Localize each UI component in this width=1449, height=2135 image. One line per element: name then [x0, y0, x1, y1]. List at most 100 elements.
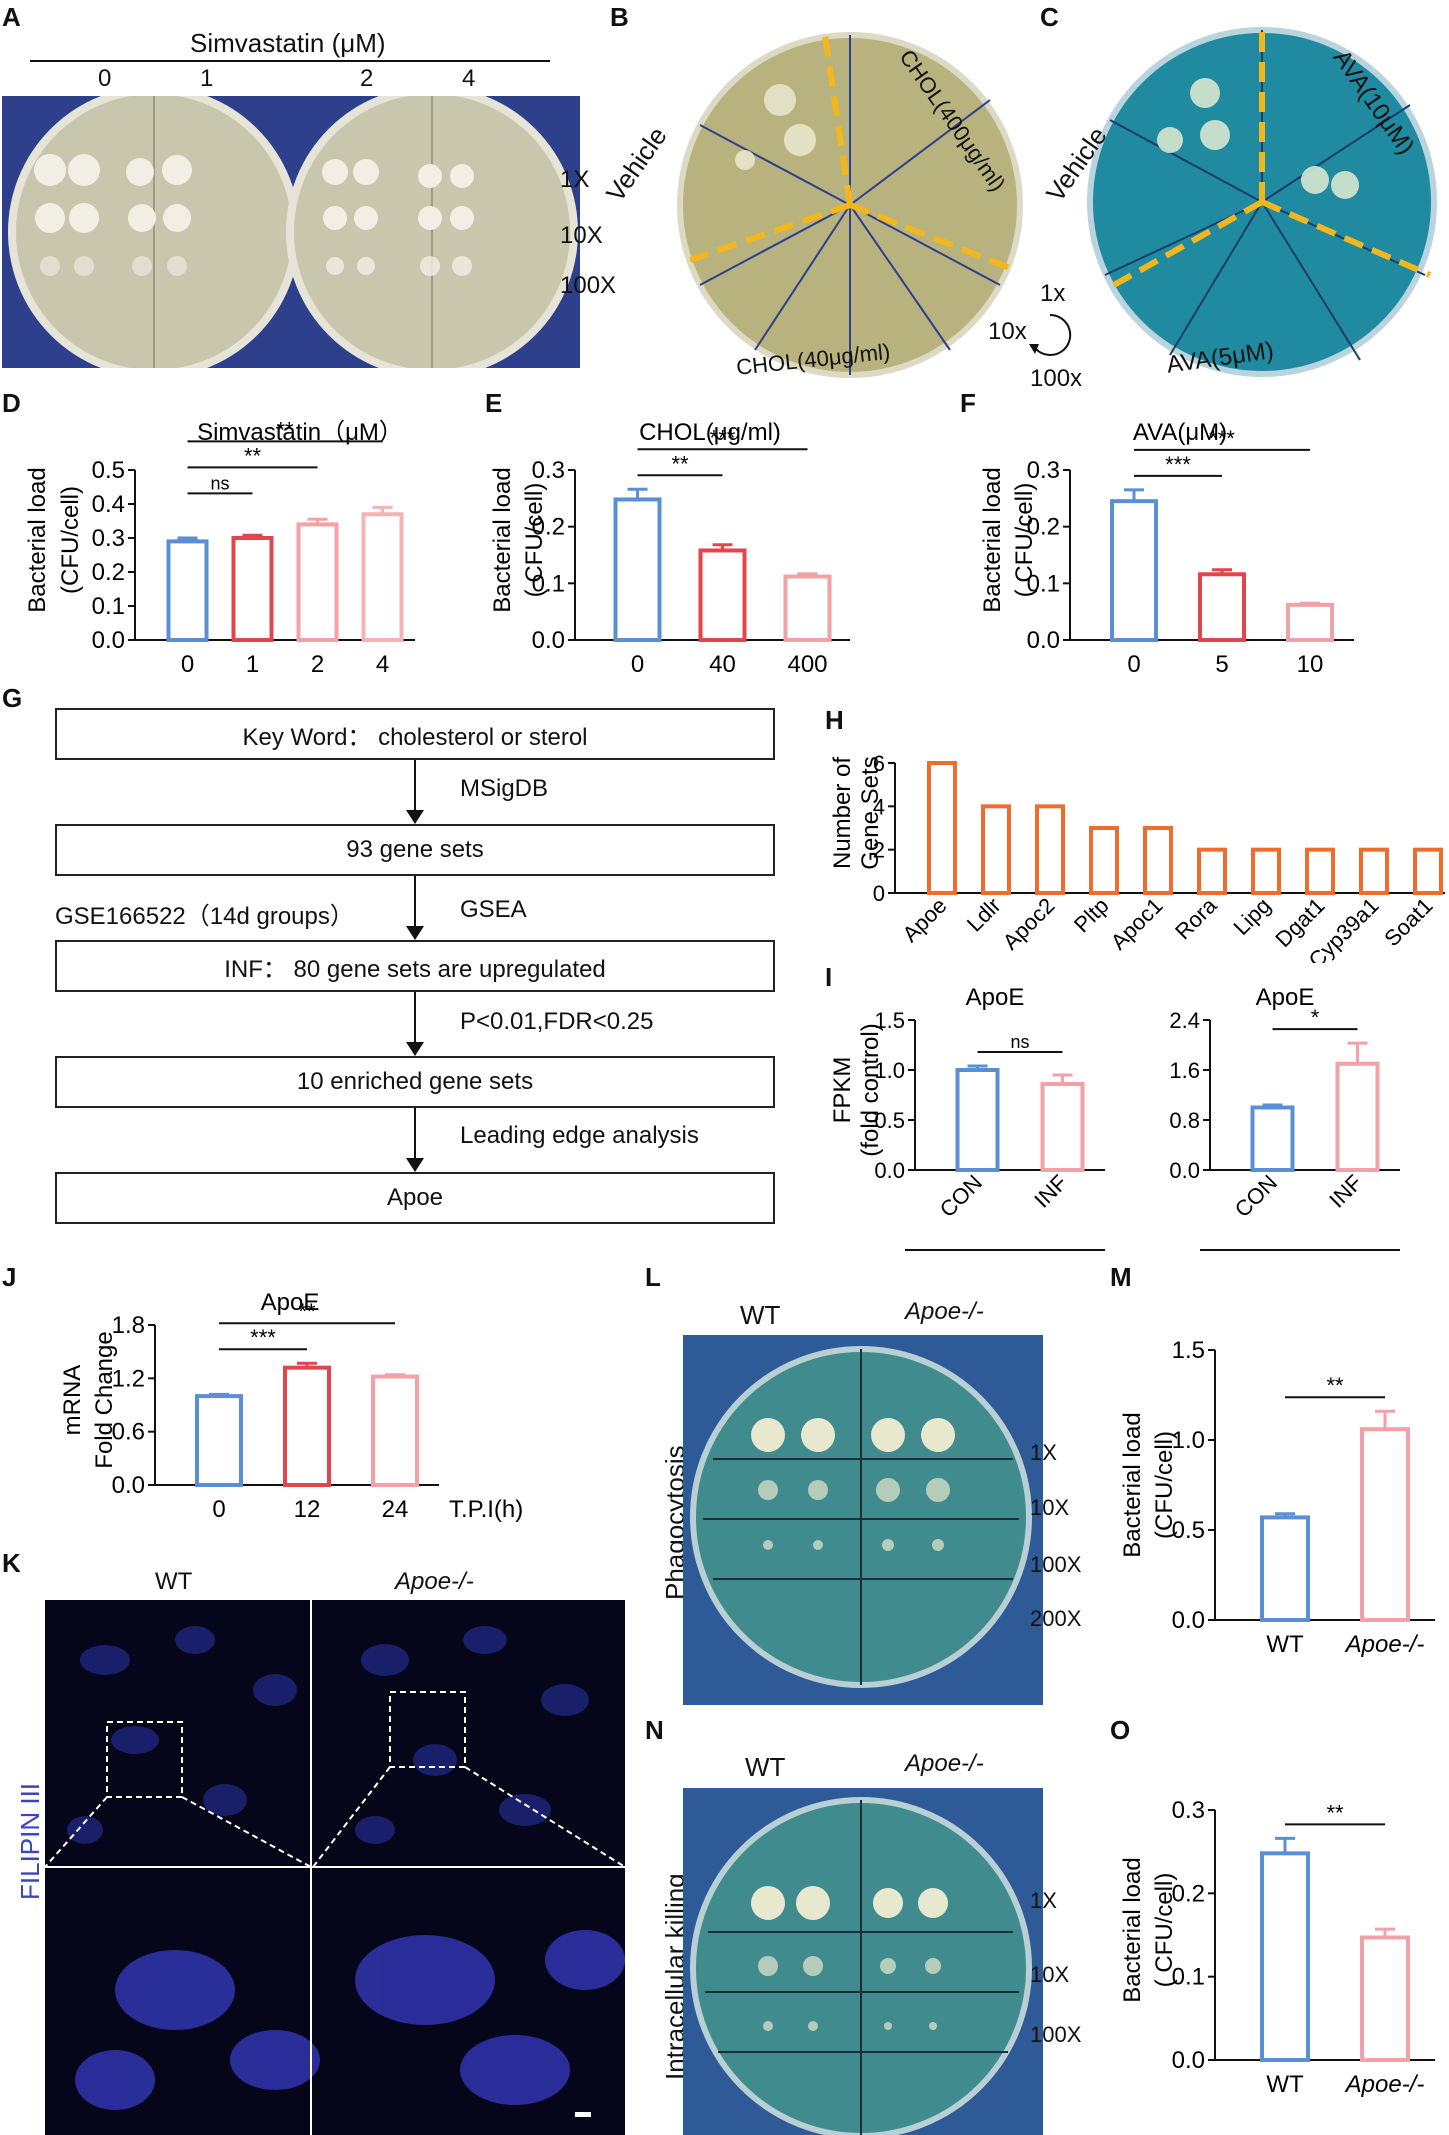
panel-label-b: B: [610, 2, 629, 32]
chart-i-apoe-3d: 0.0 0.5 1.0 1.5 ApoE FPKM (fold control) CON INF…: [829, 984, 1105, 1251]
chart-d-xtick-label: 4: [376, 651, 389, 678]
panel-a-conc-2: 2: [360, 65, 374, 92]
panel-a-title-line: [30, 60, 550, 62]
flow-side-gse: GSE166522（14d groups）: [55, 903, 354, 930]
flow-box-inf: INF： 80 gene sets are upregulated: [55, 940, 775, 992]
chart-h-bar: [927, 761, 957, 895]
chart-j-apoe-mrna: 0.0 0.6 1.2 1.8 ApoE mRNA Fold Change 0 12 24 T.P.…: [59, 1289, 523, 1523]
chart-e-sig-label: **: [671, 451, 689, 476]
rotate-clockwise-icon: [1029, 313, 1072, 356]
panel-label-k: K: [2, 1548, 21, 1578]
chart-e-ylabel: Bacterial load: [489, 467, 516, 612]
panel-a-conc-0: 0: [98, 65, 112, 92]
flow-step-msigdb: MSigDB: [460, 775, 549, 802]
chart-e-ytick-label: 0.1: [532, 570, 565, 597]
chart-h-bar: [1143, 826, 1173, 895]
chart-o-killing: 0.0 0.1 0.2 0.3 Bacterial load( CFU/cell) WT A…: [1119, 1797, 1435, 2098]
panel-label-m: M: [1110, 1262, 1132, 1292]
panel-n-dil-10x: 10X: [1030, 1962, 1070, 1987]
chart-h-ytick-label: 0: [873, 881, 885, 906]
chart-d-xtick-label: 1: [246, 651, 259, 678]
chart-e-ytick-label: 0.3: [532, 457, 565, 484]
chart-d-xtick-label: 2: [311, 651, 324, 678]
panel-a-title: Simvastatin (μM): [190, 28, 386, 58]
flow-arrow-3: [406, 992, 424, 1056]
panel-a-dil-100x: 100X: [560, 272, 617, 299]
panel-k-col-apoe: Apoe-/-: [395, 1568, 474, 1595]
chart-m-ytick-label: 0.5: [1172, 1517, 1205, 1544]
chart-d-bar: [361, 512, 404, 642]
panel-a-dil-10x: 10X: [560, 222, 603, 249]
chart-e-bar: [783, 574, 832, 643]
chart-h-ytick-label: 4: [873, 794, 885, 819]
flow-arrow-4: [406, 1108, 424, 1172]
chart-m-bar: [1360, 1427, 1410, 1622]
chart-i2-bar: [1250, 1105, 1295, 1172]
chart-h-ytick-label: 6: [873, 751, 885, 776]
chart-h-xtick-label: Apoc2: [998, 893, 1060, 955]
chart-j-title: ApoE: [261, 1289, 320, 1316]
panel-a-conc-3: 4: [462, 65, 476, 92]
panel-n-col-apoe: Apoe-/-: [905, 1750, 984, 1777]
chart-i1-xtick-label: CON: [935, 1170, 987, 1222]
flow-box-93: 93 gene sets: [55, 824, 775, 876]
chart-h-xtick-label: Lipg: [1228, 893, 1275, 940]
chart-h-bar: [981, 804, 1011, 895]
chart-m-bar: [1260, 1515, 1310, 1622]
chart-h-bar: [1305, 847, 1335, 896]
chart-m-ylabel: Bacterial load: [1119, 1412, 1146, 1557]
chart-i2-bar: [1335, 1061, 1380, 1172]
panel-label-l: L: [645, 1262, 661, 1292]
chart-f-ytick-label: 0.2: [1027, 514, 1060, 541]
chart-f-xtick-label: 0: [1127, 651, 1140, 678]
chart-i2-ytick-label: 0.8: [1169, 1108, 1200, 1133]
chart-e-ylabel: ( CFU/cell): [521, 483, 548, 598]
chart-h-ylabel: Gene Sets: [857, 756, 884, 869]
panel-label-c: C: [1040, 2, 1059, 32]
chart-i1-title: ApoE: [966, 984, 1025, 1011]
panel-label-i: I: [825, 962, 833, 992]
panel-label-j: J: [2, 1262, 17, 1292]
panel-n-col-wt: WT: [745, 1752, 786, 1782]
chart-h-bar: [1359, 847, 1389, 896]
chart-e-xtick-label: 0: [631, 651, 644, 678]
chart-f-bar: [1198, 572, 1246, 642]
chart-i2-ytick-label: 1.6: [1169, 1058, 1200, 1083]
chart-h-xtick-label: Soat1: [1379, 893, 1437, 951]
chart-i2-xtick-label: INF: [1324, 1170, 1367, 1213]
flow-box-apoe: Apoe: [55, 1172, 775, 1224]
chart-f-sig-label: ***: [1209, 426, 1235, 451]
chart-d-ylabel: (CFU/cell): [57, 486, 84, 594]
panel-n-dil-1x: 1X: [1030, 1888, 1057, 1913]
panel-k-col-wt: WT: [155, 1568, 193, 1595]
chart-o-sig-label: **: [1326, 1800, 1344, 1825]
chart-j-bar: [283, 1365, 331, 1487]
chart-f-xtick-label: 5: [1215, 651, 1228, 678]
chart-i1-bar: [955, 1068, 1000, 1172]
chart-o-ylabel: ( CFU/cell): [1151, 1873, 1178, 1988]
chart-d-bar: [166, 539, 209, 642]
chart-j-ylabel: Fold Change: [91, 1331, 118, 1468]
chart-e-ytick-label: 0.2: [532, 514, 565, 541]
chart-o-ytick-label: 0.1: [1172, 1964, 1205, 1991]
panel-b-plate-photo: [677, 32, 1023, 378]
chart-d-sig-label: ns: [210, 473, 229, 493]
panel-l-dil-200x: 200X: [1030, 1606, 1082, 1631]
chart-e-sig-label: ***: [710, 425, 736, 450]
chart-h-xtick-label: Apoc1: [1106, 893, 1168, 955]
chart-j-bar: [195, 1394, 243, 1487]
chart-f-ytick-label: 0.1: [1027, 570, 1060, 597]
chart-m-ytick-label: 1.5: [1172, 1337, 1205, 1364]
chart-f-sig-label: ***: [1165, 452, 1191, 477]
chart-j-sig-label: **: [298, 1299, 316, 1324]
chart-h-bar: [1035, 804, 1065, 895]
chart-j-ytick-label: 0.0: [112, 1472, 145, 1499]
chart-o-xtick-label: Apoe-/-: [1344, 2071, 1425, 2098]
chart-i2-xtick-label: CON: [1230, 1170, 1282, 1222]
chart-h-bar: [1197, 847, 1227, 896]
panel-label-d: D: [2, 388, 21, 418]
chart-f-ava: 0.0 0.1 0.2 0.3 AVA(μM) Bacterial load( CFU/c…: [979, 419, 1354, 678]
chart-o-ytick-label: 0.3: [1172, 1797, 1205, 1824]
flow-step-leading: Leading edge analysis: [460, 1122, 699, 1149]
panel-l-col-apoe: Apoe-/-: [905, 1298, 984, 1325]
